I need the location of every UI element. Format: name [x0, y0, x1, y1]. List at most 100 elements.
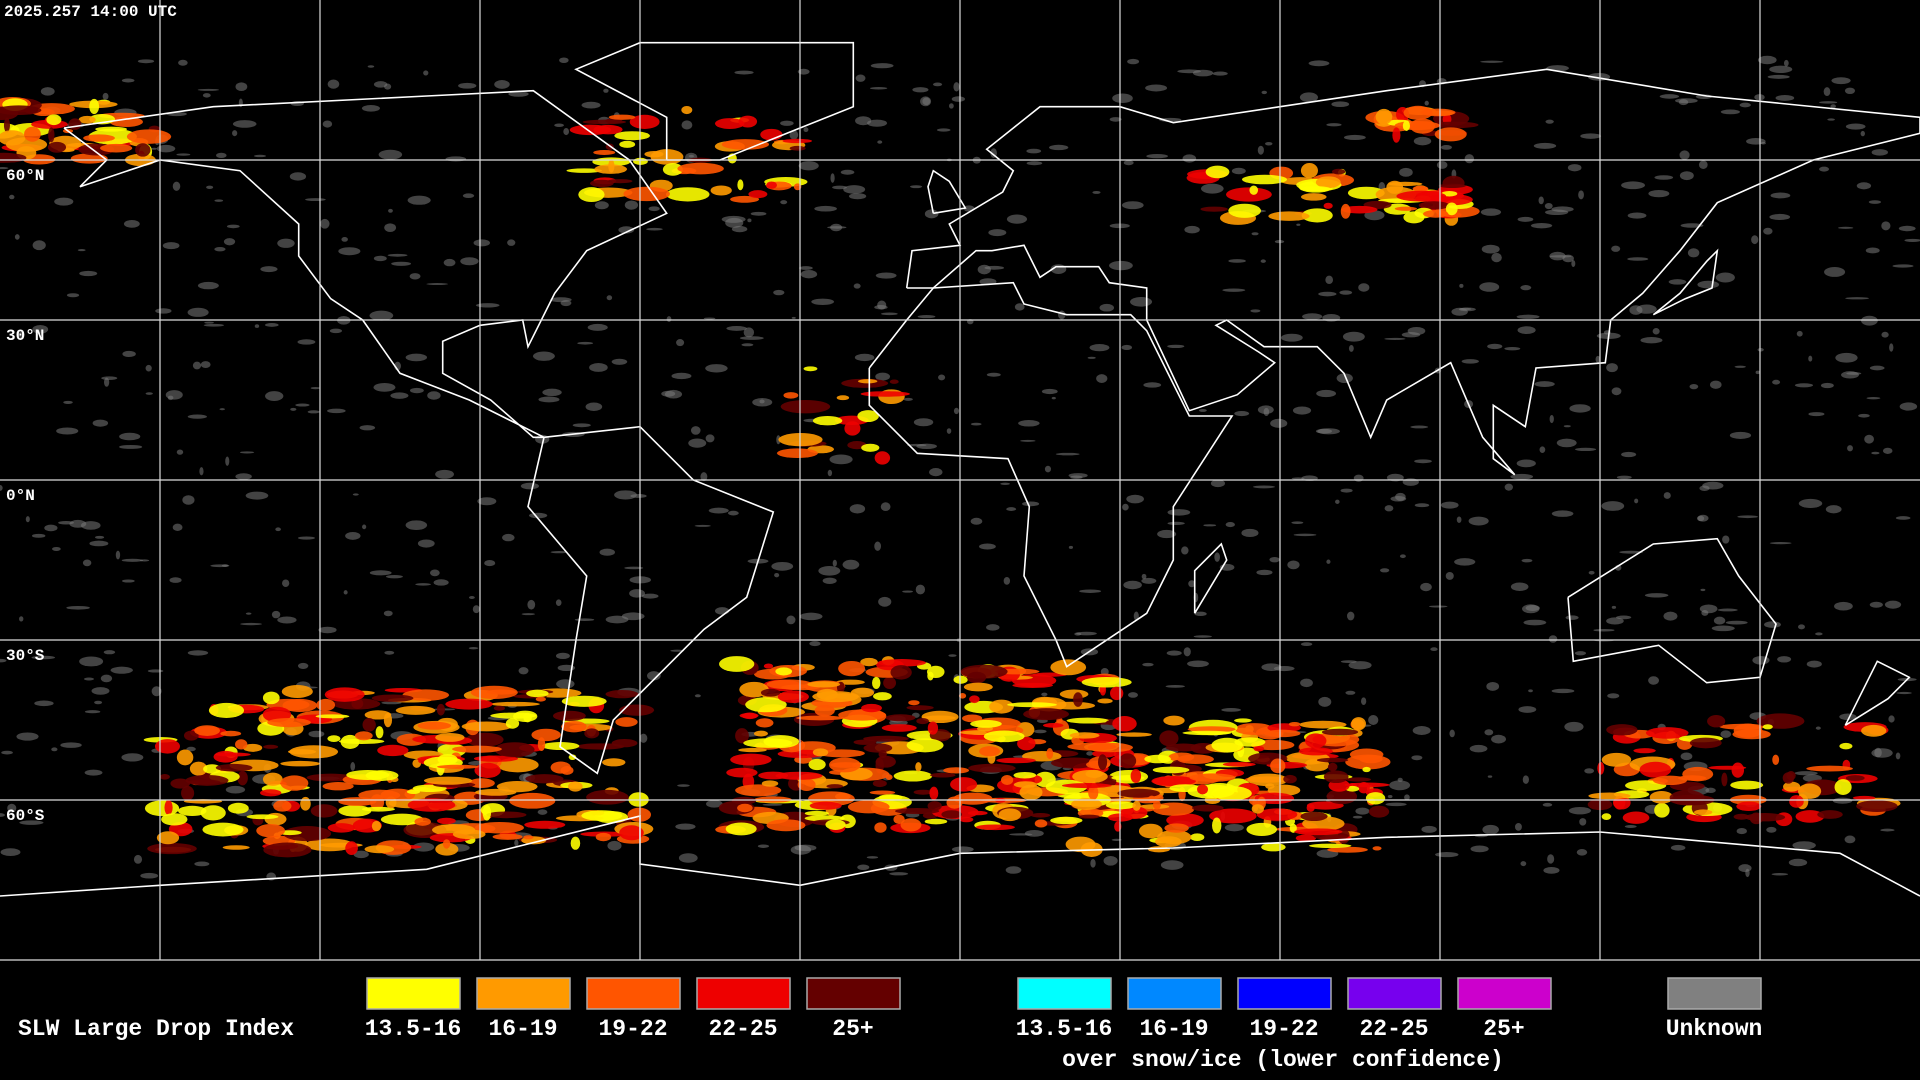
unknown-patch — [1458, 307, 1476, 312]
drop-patch — [1256, 808, 1298, 821]
unknown-patch — [1629, 305, 1643, 315]
drop-patch — [1423, 209, 1449, 218]
unknown-patch — [1569, 404, 1591, 413]
drop-patch — [1403, 105, 1433, 120]
unknown-patch — [798, 266, 813, 270]
unknown-patch — [666, 316, 672, 323]
unknown-patch — [866, 856, 879, 859]
unknown-patch — [1210, 479, 1226, 488]
drop-patch — [315, 714, 350, 719]
unknown-patch — [1006, 214, 1028, 224]
unknown-patch — [1580, 133, 1602, 139]
unknown-patch — [60, 742, 82, 748]
drop-patch — [246, 814, 279, 820]
drop-patch — [1069, 732, 1100, 739]
drop-patch — [1249, 185, 1259, 195]
drop-patch — [1097, 754, 1108, 771]
drop-patch — [1112, 716, 1137, 732]
drop-patch — [812, 416, 843, 426]
unknown-patch — [426, 283, 449, 286]
drop-patch — [1588, 792, 1631, 800]
drop-patch — [584, 728, 600, 739]
drop-patch — [1601, 752, 1632, 767]
unknown-patch — [1763, 227, 1773, 235]
drop-patch — [921, 710, 959, 724]
drop-patch — [776, 448, 818, 459]
drop-patch — [1061, 783, 1112, 789]
unknown-patch — [1308, 60, 1330, 67]
unknown-patch — [1251, 232, 1259, 236]
unknown-patch — [1352, 815, 1363, 819]
unknown-patch — [1257, 405, 1274, 415]
drop-patch — [1633, 748, 1656, 754]
drop-patch — [619, 825, 644, 841]
unknown-patch — [320, 218, 330, 229]
unknown-patch — [1738, 864, 1752, 873]
unknown-patch — [373, 383, 396, 392]
unknown-patch — [1076, 631, 1097, 636]
drop-patch — [1212, 817, 1222, 834]
drop-patch — [1387, 181, 1423, 187]
drop-patch — [924, 818, 948, 825]
drop-patch — [812, 748, 829, 757]
unknown-patch — [875, 372, 891, 381]
unknown-patch — [646, 227, 663, 231]
unknown-patch — [338, 247, 361, 256]
drop-patch — [1251, 804, 1264, 814]
drop-patch — [354, 731, 373, 741]
unknown-patch — [1182, 154, 1197, 163]
drop-patch — [593, 150, 616, 155]
unknown-patch — [0, 485, 3, 491]
unknown-patch — [1830, 104, 1836, 109]
unknown-patch — [216, 152, 227, 159]
unknown-patch — [910, 185, 923, 189]
unknown-patch — [206, 185, 214, 190]
unknown-patch — [1864, 434, 1874, 444]
drop-patch — [346, 769, 390, 781]
unknown-patch — [121, 753, 144, 762]
drop-patch — [1351, 717, 1366, 731]
unknown-patch — [1222, 288, 1246, 292]
drop-patch — [1023, 708, 1069, 721]
drop-patch — [1159, 730, 1179, 747]
drop-patch — [1081, 676, 1132, 688]
unknown-patch — [1079, 589, 1102, 593]
unknown-patch — [409, 273, 421, 280]
unknown-patch — [1606, 617, 1624, 625]
legend-swatch — [1237, 977, 1332, 1010]
unknown-patch — [40, 87, 55, 96]
drop-patch — [403, 822, 447, 839]
latitude-label: 60°S — [6, 807, 45, 825]
unknown-patch — [587, 323, 608, 331]
unknown-patch — [1698, 160, 1708, 169]
unknown-patch — [1051, 396, 1056, 400]
drop-patch — [1130, 768, 1142, 784]
drop-patch — [797, 778, 816, 791]
unknown-patch — [1858, 413, 1870, 418]
drop-patch — [147, 843, 197, 855]
unknown-patch — [1390, 496, 1407, 502]
unknown-patch — [677, 784, 690, 787]
unknown-patch — [1300, 642, 1313, 647]
drop-patch — [364, 710, 392, 720]
unknown-patch — [508, 91, 529, 97]
unknown-patch — [866, 119, 888, 127]
unknown-patch — [151, 147, 157, 150]
unknown-patch — [1882, 447, 1893, 454]
drop-patch — [1606, 724, 1638, 736]
drop-patch — [1434, 127, 1467, 142]
drop-patch — [1164, 823, 1189, 833]
unknown-patch — [1504, 483, 1513, 491]
unknown-patch — [773, 289, 785, 296]
unknown-patch — [774, 573, 780, 578]
drop-patch — [766, 181, 777, 189]
drop-patch — [1190, 833, 1205, 842]
drop-patch — [872, 676, 881, 689]
drop-patch — [1300, 163, 1318, 179]
unknown-patch — [727, 510, 739, 516]
drop-patch — [1327, 846, 1368, 853]
unknown-patch — [429, 569, 440, 577]
drop-patch — [589, 179, 614, 188]
unknown-patch — [308, 730, 325, 738]
unknown-patch — [741, 343, 754, 347]
